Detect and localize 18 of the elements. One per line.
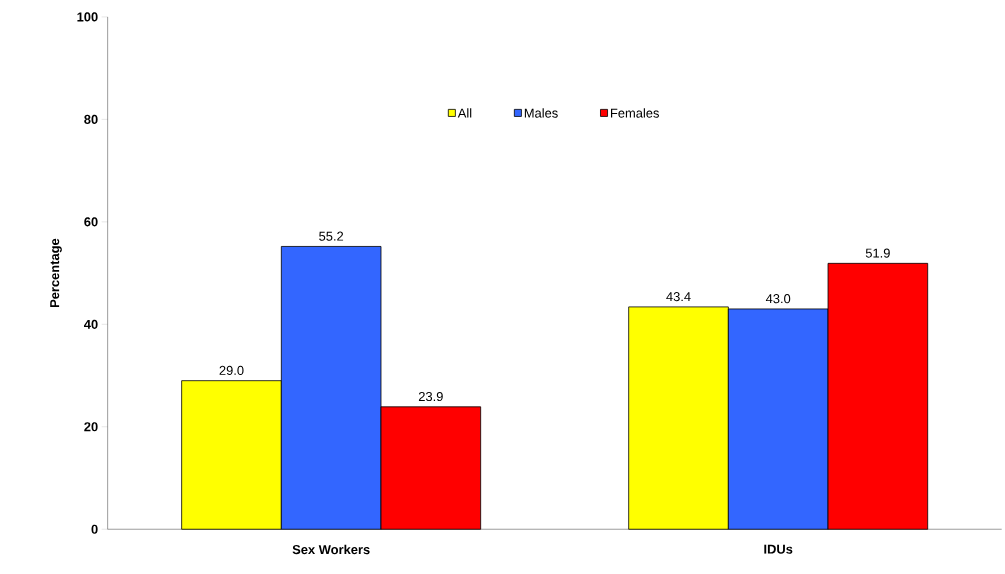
data-label: 55.2 [319,231,344,241]
y-tick-label: 80 [84,114,98,124]
data-label: 29.0 [219,365,244,375]
y-tick-label: 60 [84,217,98,227]
legend-label: Males [524,108,558,118]
y-axis-title: Percentage [50,238,62,307]
data-label: 43.0 [765,294,791,304]
x-tick-label: Sex Workers [292,544,370,555]
data-label: 51.9 [865,248,890,258]
data-label: 43.4 [666,292,691,302]
y-tick-label: 40 [84,319,98,329]
y-tick-label: 20 [84,422,98,432]
legend-label: Females [611,108,659,118]
x-tick-label: IDUs [764,544,793,554]
y-tick-label: 100 [77,12,98,22]
y-tick-label: 0 [91,524,98,534]
legend-label: All [457,108,472,118]
data-label: 23.9 [418,391,443,402]
